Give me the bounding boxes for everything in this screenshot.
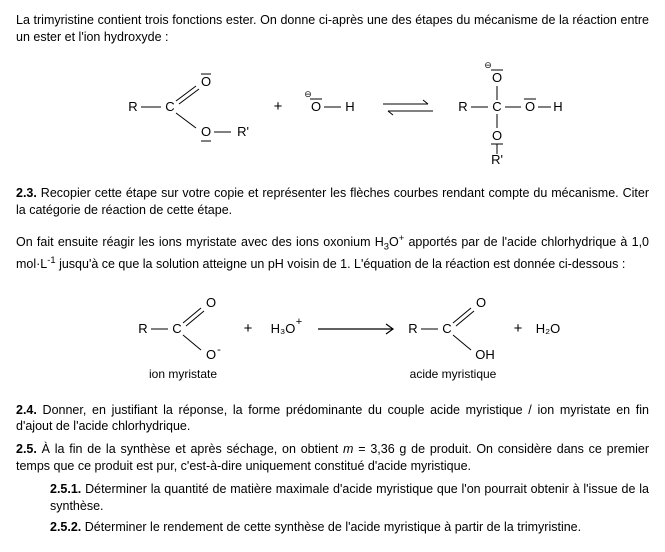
scheme1r-Otop: O [491, 70, 501, 85]
question-2-3: 2.3. Recopier cette étape sur votre copi… [16, 185, 649, 219]
question-2-5-2: 2.5.2. Déterminer le rendement de cette … [50, 519, 649, 536]
scheme1-C: C [165, 99, 174, 114]
scheme1-R: R [128, 99, 137, 114]
s2-R2: R [408, 321, 417, 336]
scheme1r-Obot: O [491, 128, 501, 143]
scheme1r-R: R [458, 99, 467, 114]
s2-C2: C [442, 321, 451, 336]
scheme1-Otop: O [200, 74, 210, 89]
question-2-5: 2.5. À la fin de la synthèse et après sé… [16, 441, 649, 475]
scheme1-OH-H: H [345, 99, 354, 114]
scheme1-Obot: O [200, 124, 210, 139]
s2-H2O: H₂O [535, 321, 560, 336]
scheme1r-ominus: ⊖ [484, 60, 492, 70]
intro-paragraph-2: On fait ensuite réagir les ions myristat… [16, 232, 649, 272]
s2-plus1: + [243, 320, 252, 337]
scheme1-OH-O: O [310, 99, 320, 114]
scheme1r-Or: O [524, 99, 534, 114]
reaction-scheme-1: R C O O R' + O ⊖ H R C O [16, 56, 649, 171]
question-2-5-1: 2.5.1. Déterminer la quantité de matière… [50, 481, 649, 515]
s2-O1bot: O [205, 347, 215, 362]
scheme1-plus: + [273, 98, 282, 115]
s2-H3Oplus: + [295, 316, 301, 328]
s2-H3O: H₃O [270, 321, 295, 336]
scheme1-Rprime: R' [237, 124, 249, 139]
question-2-4: 2.4. Donner, en justifiant la réponse, l… [16, 402, 649, 436]
s2-C1: C [172, 321, 181, 336]
s2-R1: R [138, 321, 147, 336]
scheme1r-C: C [492, 99, 501, 114]
s2-minus: - [217, 344, 221, 356]
s2-label-left: ion myristate [148, 367, 216, 381]
intro-paragraph-1: La trimyristine contient trois fonctions… [16, 12, 649, 46]
scheme1-ominus: ⊖ [304, 89, 312, 99]
scheme1r-H: H [553, 99, 562, 114]
scheme1r-Rprime: R' [491, 152, 503, 166]
s2-plus2: + [513, 320, 522, 337]
s2-O2top: O [475, 295, 485, 310]
s2-label-right: acide myristique [409, 367, 496, 381]
reaction-scheme-2: R C O O - + H₃O + R C O OH + H₂O ion myr… [16, 283, 649, 388]
s2-O1top: O [205, 295, 215, 310]
s2-OH: OH [475, 347, 495, 362]
